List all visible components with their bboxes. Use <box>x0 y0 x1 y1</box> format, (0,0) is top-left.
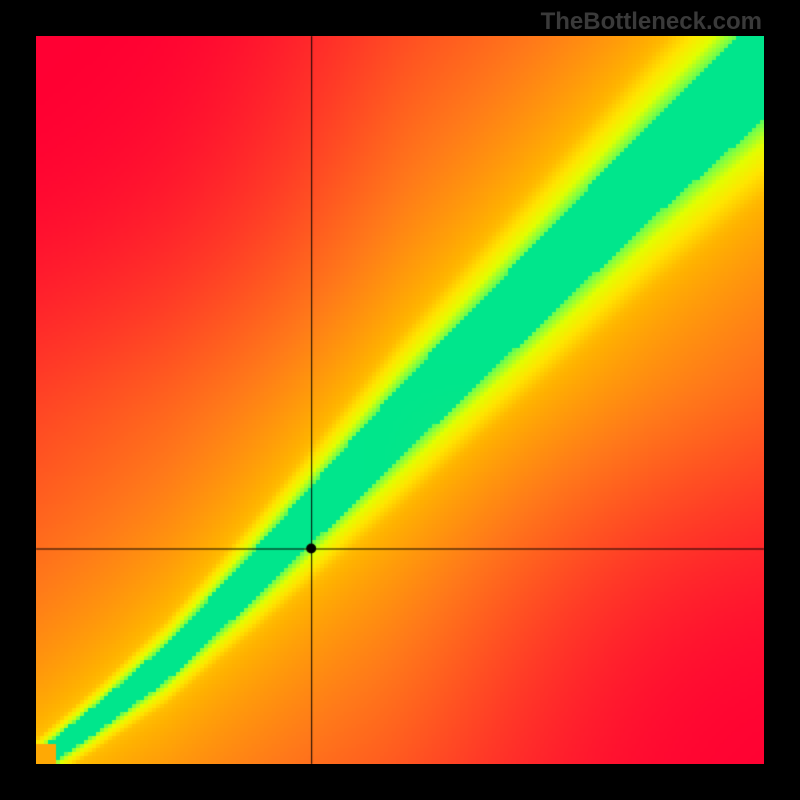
figure-container: TheBottleneck.com <box>0 0 800 800</box>
watermark-text: TheBottleneck.com <box>541 8 762 36</box>
bottleneck-heatmap <box>36 36 764 764</box>
